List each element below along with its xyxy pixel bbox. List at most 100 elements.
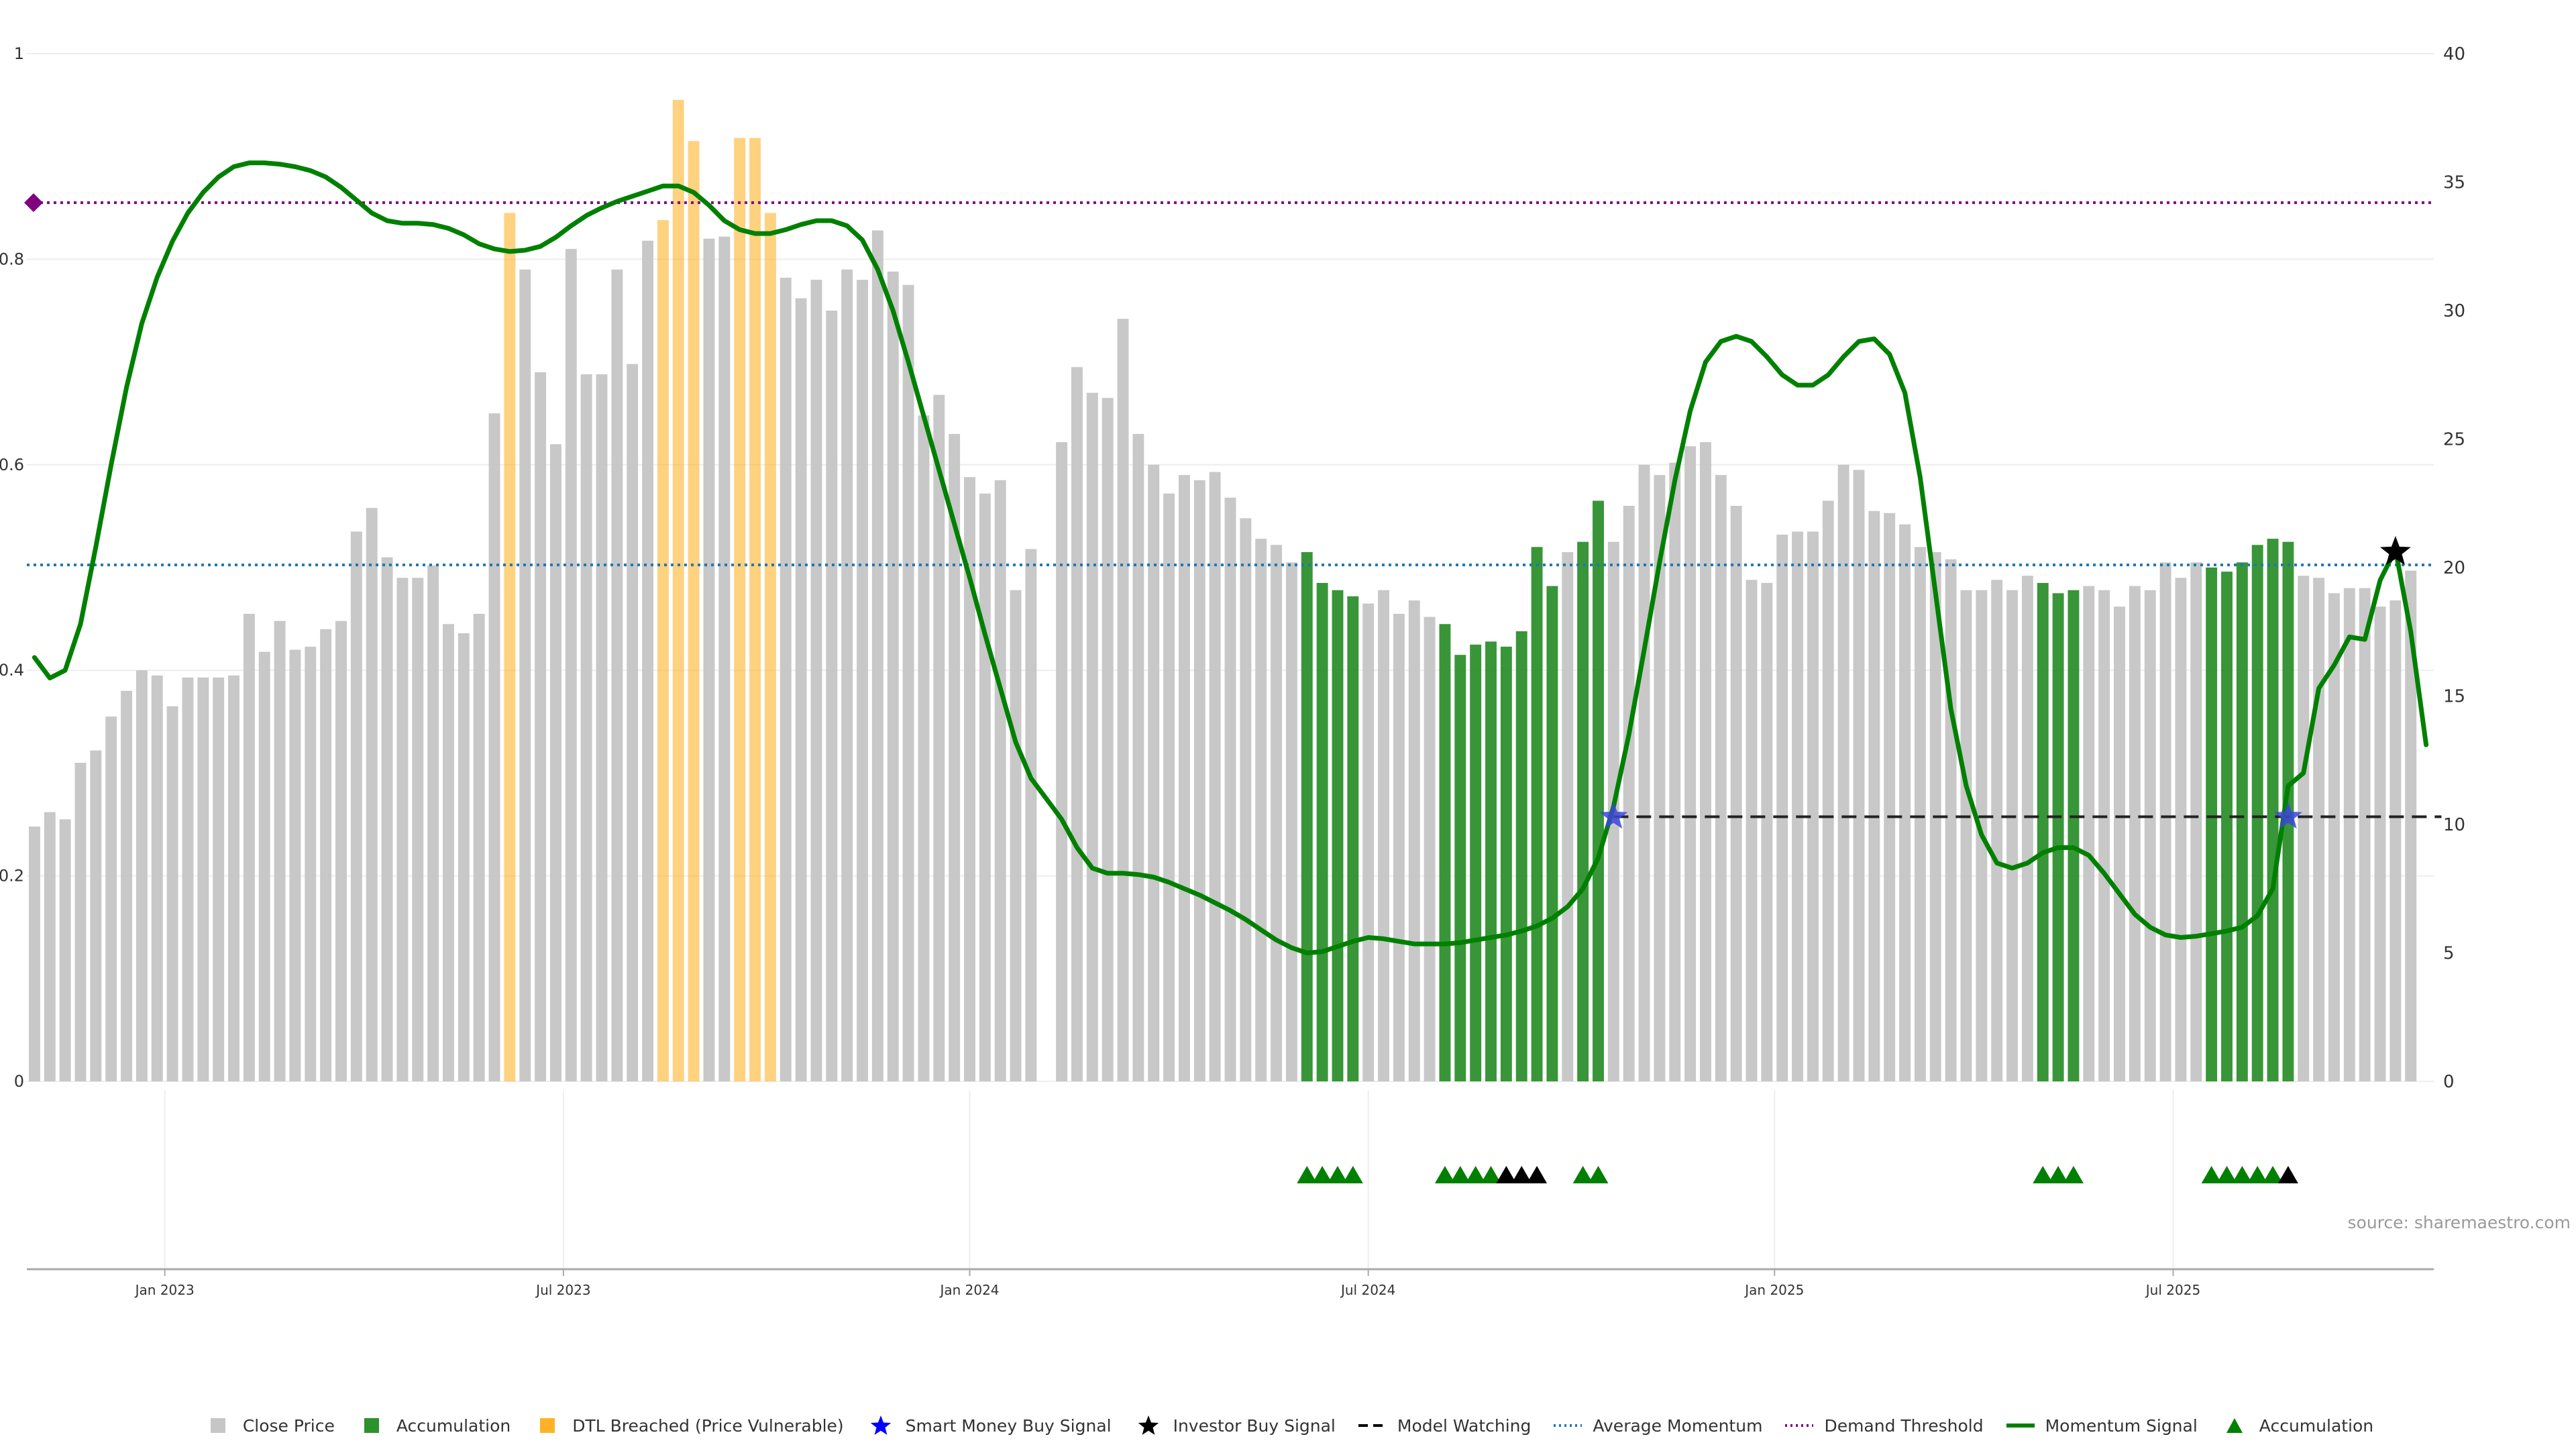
dtl-breached-bar — [734, 138, 746, 1081]
close-price-bar — [2114, 606, 2125, 1081]
close-price-bar — [780, 277, 792, 1081]
accumulation-bar — [1515, 631, 1527, 1081]
close-price-bar — [2098, 590, 2110, 1081]
legend-label: Close Price — [242, 1415, 335, 1436]
legend-item: Accumulation — [356, 1414, 511, 1437]
dtl-breached-bar — [688, 141, 700, 1082]
x-tick-label: Jan 2024 — [938, 1282, 999, 1298]
accumulation-triangle — [2201, 1166, 2222, 1183]
left-tick-label: 0.2 — [0, 867, 24, 885]
accumulation-bar — [2068, 590, 2080, 1081]
accumulation-bar — [1347, 596, 1359, 1081]
legend-item: DTL Breached (Price Vulnerable) — [532, 1414, 844, 1437]
x-tick-label: Jan 2025 — [1743, 1282, 1804, 1298]
smart-money-buy-star — [1599, 802, 1628, 829]
close-price-bar — [979, 493, 991, 1081]
close-price-bar — [396, 578, 409, 1081]
close-price-bar — [166, 706, 178, 1081]
close-price-bar — [871, 230, 883, 1081]
accumulation-triangle-black — [1496, 1166, 1517, 1183]
right-tick-label: 25 — [2443, 430, 2465, 450]
close-price-bar — [458, 633, 470, 1081]
close-price-bar — [1071, 367, 1083, 1081]
close-price-bar — [964, 477, 975, 1081]
price-bars — [28, 99, 2417, 1082]
close-price-bar — [2374, 606, 2386, 1081]
close-price-bar — [1178, 475, 1190, 1081]
accumulation-bar — [1454, 655, 1466, 1081]
close-price-bar — [1654, 475, 1666, 1081]
accumulation-bar — [1577, 541, 1589, 1081]
left-tick-label: 1 — [14, 44, 24, 63]
right-tick-label: 30 — [2443, 301, 2465, 321]
legend-item: Momentum Signal — [2005, 1414, 2198, 1437]
dtl-breached-bar — [764, 213, 776, 1082]
legend-item: Close Price — [203, 1414, 335, 1437]
left-tick-label: 0.8 — [0, 250, 24, 268]
close-price-bar — [121, 690, 133, 1081]
accumulation-bar — [2251, 545, 2263, 1081]
accumulation-triangle — [1481, 1166, 1501, 1183]
close-price-bar — [381, 557, 393, 1081]
close-price-bar — [2144, 590, 2156, 1081]
smart-money-buy-star — [2274, 802, 2302, 829]
close-price-bar — [596, 374, 608, 1081]
dtl-breached-bar — [504, 213, 516, 1082]
accumulation-bar — [2221, 572, 2233, 1081]
accumulation-triangle — [2063, 1166, 2084, 1183]
x-tick-label: Jan 2023 — [134, 1282, 195, 1298]
legend-symbol-dot — [1785, 1424, 1814, 1427]
accumulation-bar — [1332, 590, 1344, 1081]
close-price-bar — [105, 716, 117, 1081]
close-price-bar — [1285, 562, 1297, 1081]
close-price-bar — [1991, 580, 2003, 1081]
accumulation-bar — [1546, 586, 1558, 1081]
close-price-bar — [994, 480, 1006, 1081]
accumulation-bar — [1500, 646, 1512, 1081]
close-price-bar — [1224, 497, 1236, 1081]
right-tick-label: 20 — [2443, 558, 2465, 578]
close-price-bar — [2006, 590, 2018, 1081]
close-price-bar — [151, 675, 163, 1081]
close-price-bar — [427, 565, 439, 1081]
close-price-bar — [305, 646, 317, 1081]
close-price-bar — [627, 364, 639, 1081]
momentum-signal-line — [32, 160, 2429, 955]
close-price-bar — [1868, 511, 1880, 1081]
close-price-bar — [611, 269, 623, 1082]
close-price-bar — [1822, 500, 1834, 1081]
close-price-bar — [703, 238, 715, 1081]
legend-label: Accumulation — [396, 1415, 511, 1436]
close-price-bar — [1209, 472, 1221, 1081]
legend-label: DTL Breached (Price Vulnerable) — [572, 1415, 844, 1436]
x-tick-label: Jul 2024 — [1340, 1282, 1395, 1298]
accumulation-bar — [2037, 582, 2049, 1081]
close-price-bar — [642, 240, 654, 1082]
legend-symbol-line — [2006, 1424, 2035, 1428]
close-price-bar — [949, 433, 961, 1081]
dtl-breached-bar — [672, 99, 684, 1082]
legend-label: Model Watching — [1397, 1415, 1532, 1436]
close-price-bar — [289, 649, 301, 1081]
accumulation-triangle-black — [2277, 1166, 2298, 1183]
close-price-bar — [443, 624, 454, 1081]
legend-item: Smart Money Buy Signal — [865, 1414, 1112, 1437]
right-tick-label: 0 — [2443, 1072, 2455, 1092]
close-price-bar — [2175, 578, 2187, 1081]
close-price-bar — [1730, 506, 1742, 1081]
accumulation-bar — [1439, 624, 1451, 1081]
close-price-bar — [488, 413, 500, 1081]
accumulation-triangle — [2216, 1166, 2237, 1183]
right-tick-label: 10 — [2443, 815, 2465, 835]
close-price-bar — [519, 269, 531, 1082]
legend-label: Accumulation — [2259, 1415, 2374, 1436]
close-price-bar — [887, 271, 899, 1082]
close-price-bar — [1715, 475, 1727, 1081]
legend-item: Average Momentum — [1552, 1414, 1762, 1437]
accumulation-triangle — [1312, 1166, 1333, 1183]
accumulation-bar — [2267, 539, 2279, 1081]
close-price-bar — [795, 298, 807, 1082]
source-note: source: sharemaestro.com — [2347, 1213, 2571, 1232]
legend-symbol-square — [364, 1418, 379, 1433]
close-price-bar — [2343, 588, 2355, 1081]
